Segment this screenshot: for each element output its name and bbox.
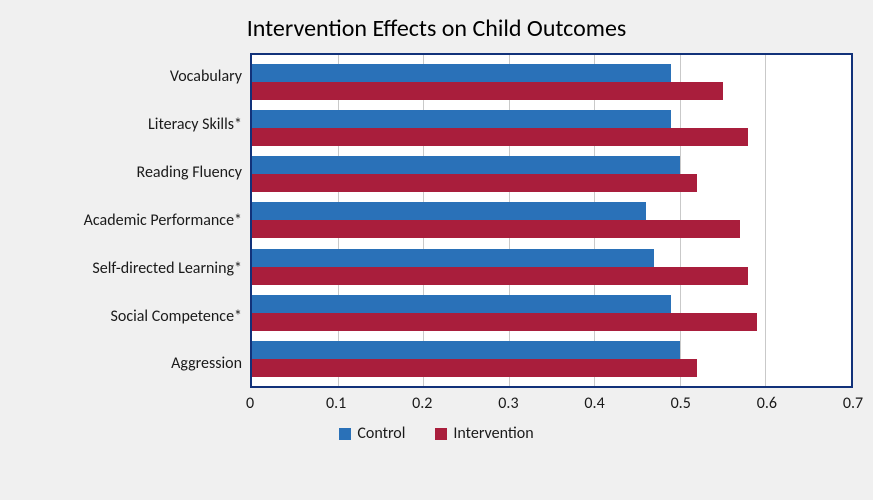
legend-swatch: [339, 428, 351, 440]
legend-item: Control: [339, 424, 405, 443]
x-axis-tick: 0.2: [412, 394, 432, 413]
bar: [252, 341, 680, 359]
bar: [252, 249, 654, 267]
bar: [252, 64, 671, 82]
bar: [252, 267, 748, 285]
legend-item: Intervention: [435, 424, 533, 443]
x-axis-tick: 0.3: [498, 394, 518, 413]
plot-area: [250, 53, 853, 388]
legend-swatch: [435, 428, 447, 440]
x-axis-tick: 0: [246, 394, 254, 413]
x-axis: 00.10.20.30.40.50.60.7: [250, 394, 853, 416]
bar-group: [252, 64, 851, 100]
bar-group: [252, 295, 851, 331]
chart-title: Intervention Effects on Child Outcomes: [20, 14, 853, 43]
y-axis-label: Academic Performance*: [20, 211, 242, 230]
bar: [252, 110, 671, 128]
x-axis-tick: 0.7: [843, 394, 863, 413]
y-axis-label: Vocabulary: [20, 67, 242, 86]
bars-layer: [252, 55, 851, 386]
y-axis-label: Aggression: [20, 354, 242, 373]
bar-group: [252, 202, 851, 238]
bar: [252, 295, 671, 313]
bar: [252, 220, 740, 238]
y-axis-label: Social Competence*: [20, 307, 242, 326]
bar: [252, 128, 748, 146]
legend: Control Intervention: [20, 424, 853, 443]
bar: [252, 156, 680, 174]
x-axis-tick: 0.4: [584, 394, 604, 413]
bar: [252, 313, 757, 331]
bar: [252, 174, 697, 192]
bar-group: [252, 249, 851, 285]
y-axis-labels: Vocabulary Literacy Skills* Reading Fluenc…: [20, 53, 250, 388]
bar-group: [252, 156, 851, 192]
chart-container: Intervention Effects on Child Outcomes V…: [0, 0, 873, 500]
x-axis-tick: 0.5: [671, 394, 691, 413]
legend-label: Intervention: [453, 424, 533, 443]
chart-body: Vocabulary Literacy Skills* Reading Fluenc…: [20, 53, 853, 388]
bar-group: [252, 110, 851, 146]
bar: [252, 202, 646, 220]
bar-group: [252, 341, 851, 377]
bar: [252, 359, 697, 377]
y-axis-label: Literacy Skills*: [20, 115, 242, 134]
x-axis-tick: 0.6: [757, 394, 777, 413]
y-axis-label: Self-directed Learning*: [20, 259, 242, 278]
legend-label: Control: [357, 424, 405, 443]
y-axis-label: Reading Fluency: [20, 163, 242, 182]
bar: [252, 82, 723, 100]
x-axis-tick: 0.1: [326, 394, 346, 413]
